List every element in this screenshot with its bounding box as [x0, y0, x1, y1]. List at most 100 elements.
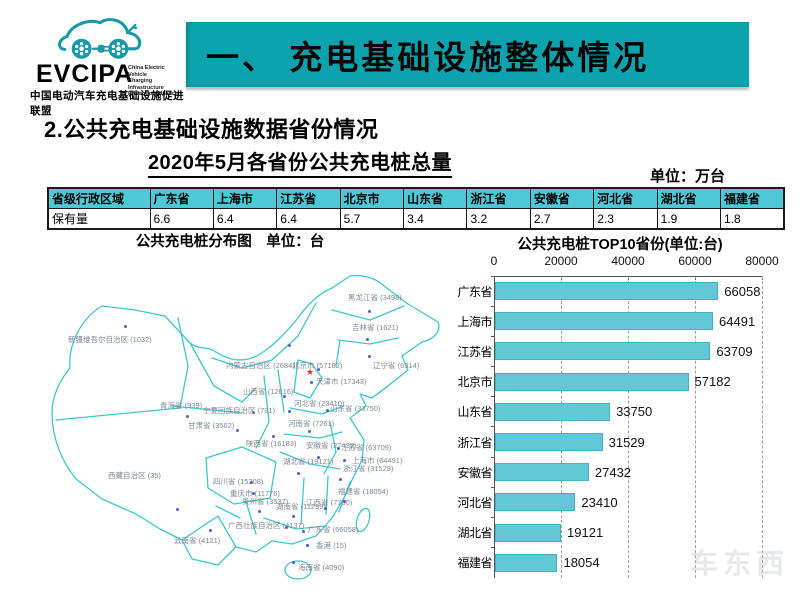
watermark: 车东西 [690, 548, 790, 579]
province-label: 上海市 (64491) [352, 456, 403, 465]
table-header-cell: 湖北省 [656, 187, 722, 209]
y-axis-tick-mark [491, 547, 495, 549]
bar [495, 372, 689, 391]
province-label: 宁夏回族自治区 (781) [203, 406, 276, 415]
province-label: 山西省 (12616) [243, 387, 294, 396]
y-axis-tick-mark [491, 426, 495, 428]
table-title: 2020年5月各省份公共充电桩总量 [60, 146, 540, 178]
y-axis-tick-mark [491, 305, 495, 307]
province-dot [272, 435, 275, 438]
bar-row: 福建省 18054 [455, 547, 800, 578]
gridline [762, 276, 763, 578]
province-dot [292, 561, 295, 564]
table-value-row: 保有量 6.6 6.4 6.4 5.7 3.4 3.2 2.7 2.3 1.9 1.8 [47, 208, 785, 230]
logo-chinese-name: 中国电动汽车充电基础设施促进联盟 [30, 90, 184, 117]
title-banner: 一、 充电基础设施整体情况 [186, 22, 749, 87]
y-axis-tick-mark [491, 335, 495, 337]
y-axis-tick-mark [491, 366, 495, 368]
bar-category-label: 广东省 [457, 284, 492, 299]
province-dot [176, 508, 179, 511]
table-value-cell: 5.7 [339, 208, 405, 230]
province-dot [302, 530, 305, 533]
province-dot [337, 447, 340, 450]
bar-category-label: 湖北省 [457, 526, 492, 541]
province-label: 江苏省 (63709) [341, 443, 392, 452]
bar-value-label: 18054 [563, 555, 600, 571]
bar [495, 493, 576, 512]
province-dot [368, 355, 371, 358]
bar-row: 湖北省 19121 [455, 517, 800, 548]
bar-row: 浙江省 31529 [455, 426, 800, 457]
page-title: 一、 充电基础设施整体情况 [206, 40, 650, 77]
province-label: 湖南省 (11299) [276, 502, 326, 511]
province-dot [124, 325, 127, 328]
table-value-cell: 保有量 [47, 208, 151, 230]
province-label: 云南省 (4121) [174, 536, 221, 545]
province-label: 山东省 (33750) [330, 404, 381, 413]
province-dot [366, 338, 369, 341]
map-title: 公共充电桩分布图 单位：台 [135, 234, 325, 250]
province-dot [368, 310, 371, 313]
bar [495, 463, 589, 482]
province-label: 浙江省 (31529) [343, 464, 394, 473]
bar-row: 上海市 64491 [455, 305, 800, 336]
china-distribution-map: ★ 黑龙江省 (3498) 吉林省 (1621) 辽宁省 (6314) 新疆维吾尔自治… [40, 248, 460, 598]
bar-row: 广东省 66058 [455, 275, 800, 306]
table-value-cell: 3.2 [466, 208, 531, 230]
table-header-cell: 浙江省 [466, 187, 531, 209]
province-label: 重庆市 (11776) [230, 489, 280, 498]
bar-value-label: 64491 [719, 313, 756, 329]
bar [495, 402, 611, 421]
bar-row: 山东省 33750 [455, 396, 800, 427]
bar-value-label: 23410 [581, 494, 618, 510]
logo-en-line2: Charging Infrastructure [128, 78, 164, 91]
x-axis-tick-label: 40000 [611, 254, 645, 268]
bar [495, 523, 562, 542]
bar-value-label: 19121 [567, 525, 604, 541]
bar-value-label: 33750 [616, 404, 653, 420]
province-label: 黑龙江省 (3498) [348, 293, 402, 302]
province-label: 贵州省 (3537) [242, 497, 289, 506]
bar-row: 安徽省 27432 [455, 456, 800, 487]
province-dot [308, 430, 311, 433]
province-label: 香港 (15) [316, 541, 347, 550]
province-dot [297, 472, 300, 475]
bar-category-label: 浙江省 [457, 435, 492, 450]
province-dot [186, 415, 189, 418]
table-header-cell: 福建省 [720, 187, 785, 209]
bar [495, 553, 558, 572]
province-label: 天津市 (17343) [316, 377, 367, 386]
province-label: 福建省 (18054) [338, 487, 389, 496]
province-label: 广西壮族自治区 (4137) [228, 521, 305, 530]
bar [495, 433, 603, 452]
bar-value-label: 66058 [724, 283, 761, 299]
table-value-cell: 2.3 [593, 208, 658, 230]
bar-category-label: 安徽省 [457, 465, 492, 480]
logo-acronym: EVCIPA [36, 60, 134, 88]
y-axis-tick-mark [491, 486, 495, 488]
gridline [561, 276, 562, 578]
province-label: 陕西省 (16183) [246, 439, 297, 448]
y-axis-tick-mark [491, 275, 495, 277]
table-value-cell: 6.6 [149, 208, 214, 230]
evcipa-logo: EVCIPA China Electric Vehicle Charging I… [26, 12, 184, 117]
province-dot [292, 515, 295, 518]
y-axis-tick-mark [491, 517, 495, 518]
table-title-text: 2020年5月各省份公共充电桩总量 [147, 146, 453, 178]
gridline [695, 276, 696, 578]
province-dot [317, 456, 320, 459]
bar-row: 北京市 57182 [455, 366, 800, 397]
china-map-outline [51, 274, 440, 580]
bar-row: 江苏省 63709 [455, 335, 800, 366]
province-label: 安徽省 (27432) [306, 441, 357, 450]
y-axis-tick-mark [491, 456, 495, 458]
bar-value-label: 57182 [694, 374, 731, 390]
table-header-cell: 安徽省 [529, 187, 595, 209]
table-header-cell: 江苏省 [276, 187, 341, 209]
table-value-cell: 2.7 [529, 208, 595, 230]
province-dot [285, 526, 288, 529]
ev-car-icon [58, 18, 142, 59]
bar-chart-title: 公共充电桩TOP10省份(单位:台) [517, 237, 723, 253]
table-value-cell: 6.4 [276, 208, 341, 230]
province-label: 辽宁省 (6314) [373, 361, 420, 370]
